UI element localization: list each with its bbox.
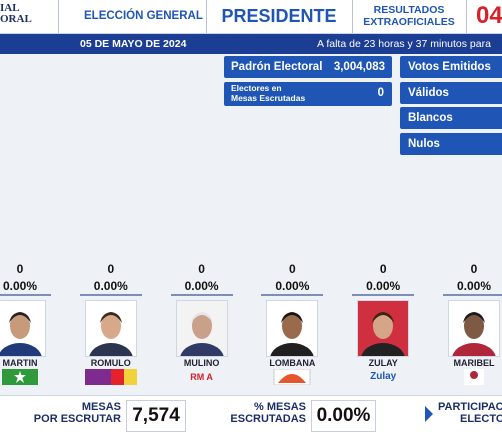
votes: 0 [107,262,115,276]
photo [266,300,319,357]
photo [175,300,228,357]
candidate: 0 0.00% LOMBANA [247,262,337,386]
candidate-name: MARIBEL [453,358,495,368]
mesas-value: 7,574 [126,400,186,432]
party-logo [83,369,139,385]
results-text: RESULTADOS [373,4,445,16]
total-box: Nulos [400,132,502,155]
logo: IAL ORAL [0,3,32,25]
total-box: Votos Emitidos [400,56,502,78]
photo [357,300,410,357]
candidate: 0 0.00% MARIBEL [429,262,502,385]
party-logo [264,368,320,386]
portrait [452,312,496,356]
part-text: ELECTOR [460,413,502,425]
electores-value: 0 [377,87,384,99]
total-box: Válidos [400,81,502,104]
pct-value: 0.00% [311,400,376,432]
pct-text: % MESAS [254,401,306,413]
arrow [425,406,433,422]
header: IAL ORAL ELECCIÓN GENERAL PRESIDENTE RES… [0,0,502,34]
logo-text: ORAL [0,13,32,25]
code: 04 [476,2,502,29]
candidate-name: MULINO [183,358,220,368]
participacion-label: PARTICIPACI ELECTOR [438,401,502,425]
photo [0,300,46,357]
padron-box: Padrón Electoral 3,004,083 [224,56,392,78]
padron-label: Padrón Electoral [231,61,323,73]
votes: 0 [16,262,24,276]
candidate: 0 0.00% ROMULO [66,262,156,385]
percent: 0.00% [0,279,51,296]
portrait [270,312,314,356]
votes: 0 [198,262,205,276]
mesas-text: POR ESCRUTAR [33,413,121,425]
photo [448,300,500,357]
candidate: 0 0.00% MULINO RM A [157,262,247,385]
photo [84,300,137,357]
electores-label: Electores en Mesas Escrutadas [231,83,306,103]
candidate: 0 0.00% MARTIN [0,262,65,385]
portrait [89,312,133,356]
part-text: PARTICIPACI [438,401,502,413]
pct-text: ESCRUTADAS [230,413,306,425]
logo-text: IAL [0,2,20,14]
electores-box: Electores en Mesas Escrutadas 0 [224,82,392,106]
electores-text: Mesas Escrutadas [231,92,306,103]
portrait [0,312,42,356]
votes: 0 [289,262,296,276]
percent: 0.00% [352,279,415,296]
votes: 0 [379,262,387,276]
party-logo: Zulay [355,369,411,385]
office-title: PRESIDENTE [221,6,337,26]
percent: 0.00% [170,279,233,296]
candidate-name: ZULAY [368,358,398,368]
date-bar: 05 DE MAYO DE 2024 A falta de 23 horas y… [0,34,502,54]
mesas-label: MESAS POR ESCRUTAR [34,401,121,425]
electores-text: Electores en [231,83,282,93]
party-text: RM A [190,372,213,382]
pct-label: % MESAS ESCRUTADAS [230,401,306,425]
candidate-name: ROMULO [90,358,131,368]
party-logo: RM A [174,369,230,385]
party-logo [0,369,48,385]
padron-value: 3,004,083 [333,61,385,73]
party-logo [446,369,502,385]
portrait [179,312,224,356]
votes: 0 [470,262,478,276]
candidate-name: MARTIN [2,358,38,368]
results-label: RESULTADOS EXTRAOFICIALES [352,4,466,28]
party-text: Zulay [370,371,397,382]
percent: 0.00% [261,279,324,296]
candidate-name: LOMBANA [269,358,316,368]
percent: 0.00% [443,279,502,296]
mesas-text: MESAS [81,401,121,413]
date: 05 DE MAYO DE 2024 [80,38,187,50]
total-box: Blancos [400,107,502,129]
footer: MESAS POR ESCRUTAR 7,574 % MESAS ESCRUTA… [0,395,502,436]
candidate: 0 0.00% ZULAY Zulay [338,262,428,385]
percent: 0.00% [79,279,142,296]
election-title: ELECCIÓN GENERAL [84,10,203,22]
portrait [361,312,405,356]
countdown: A falta de 23 horas y 37 minutos para [317,38,491,50]
results-text: EXTRAOFICIALES [363,16,455,28]
